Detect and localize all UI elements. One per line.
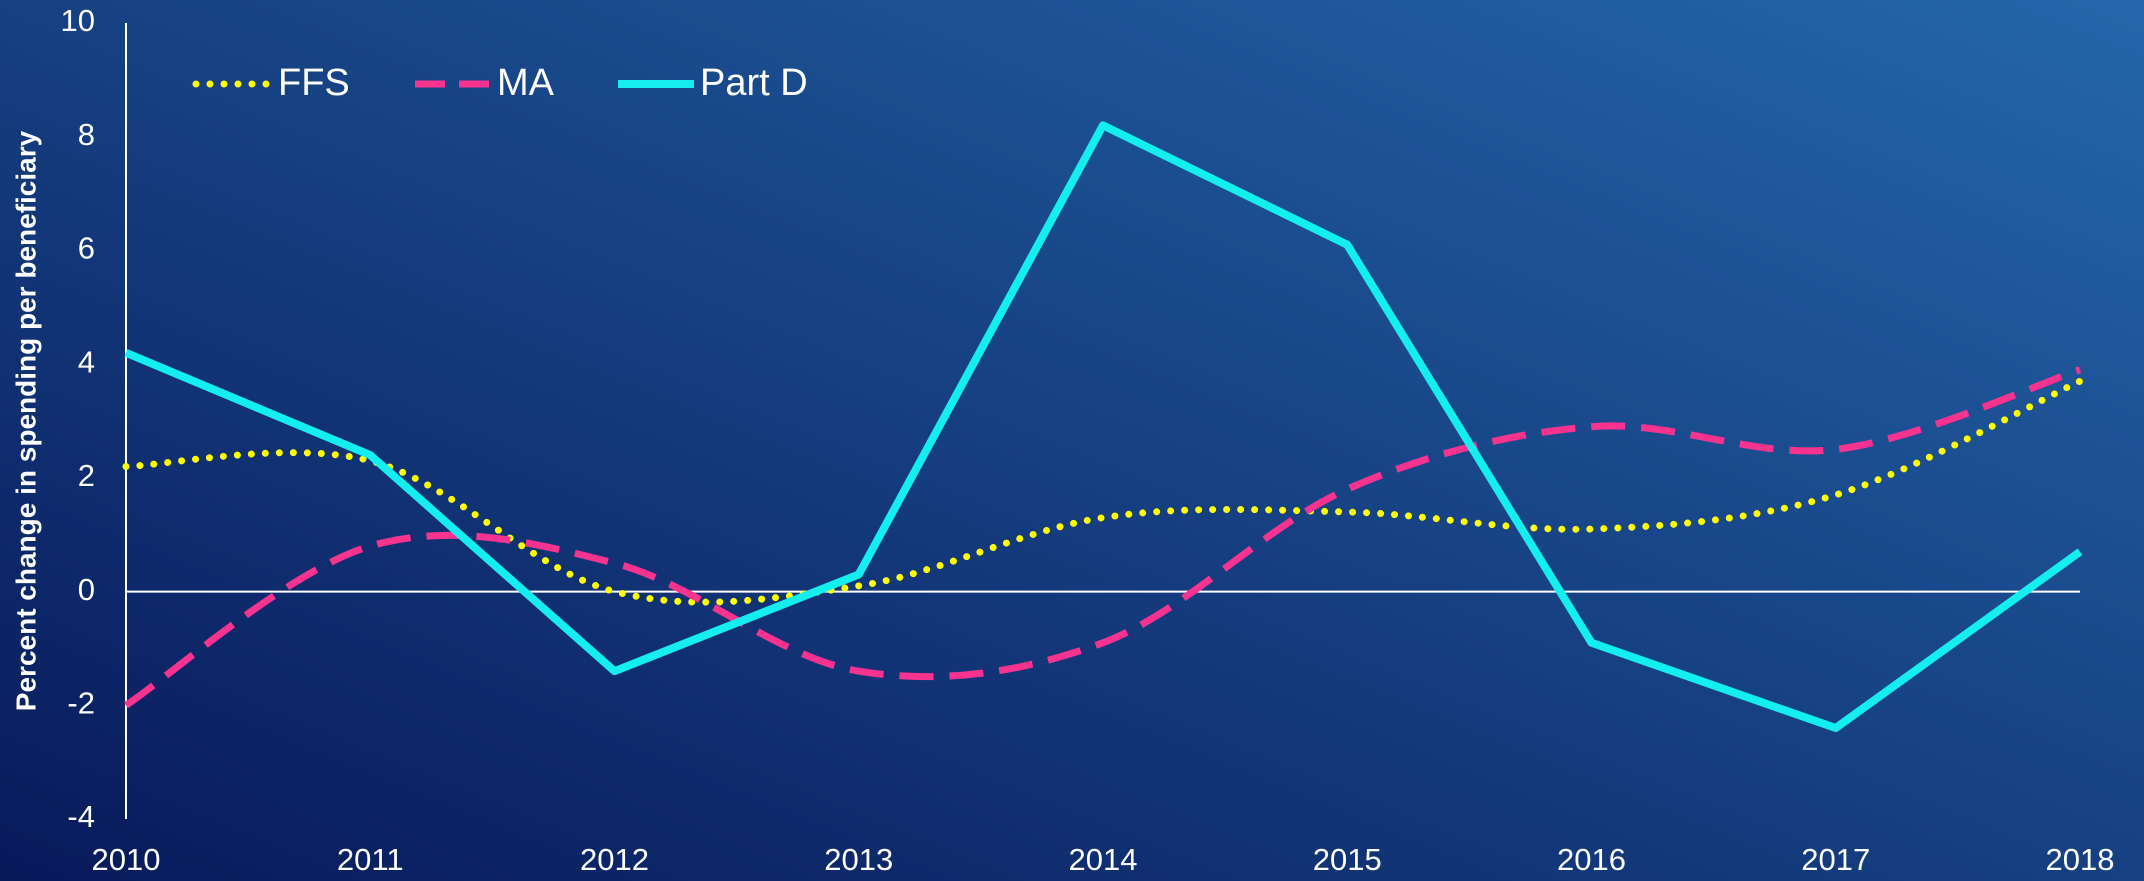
legend-label: MA: [497, 62, 555, 104]
x-tick-label: 2011: [337, 842, 404, 877]
y-tick-label: -4: [67, 799, 95, 834]
x-tick-label: 2018: [2046, 842, 2115, 877]
x-tick-label: 2014: [1069, 842, 1138, 877]
x-tick-label: 2013: [824, 842, 893, 877]
x-tick-label: 2015: [1313, 842, 1382, 877]
series-line: [124, 121, 2083, 733]
y-axis-title: Percent change in spending per beneficia…: [10, 130, 41, 711]
y-tick-label: -2: [67, 685, 95, 720]
legend-label: FFS: [278, 62, 350, 104]
y-tick-label: 2: [78, 458, 95, 493]
x-tick-label: 2016: [1557, 842, 1626, 877]
y-tick-label: 10: [61, 3, 95, 38]
x-tick-label: 2010: [92, 842, 161, 877]
y-tick-label: 8: [78, 117, 95, 152]
series-line: [124, 366, 2082, 709]
y-tick-label: 4: [78, 344, 95, 379]
x-tick-label: 2017: [1801, 842, 1870, 877]
series-line: [122, 377, 2084, 606]
y-tick-label: 6: [78, 231, 95, 266]
y-tick-label: 0: [78, 572, 95, 607]
legend-label: Part D: [700, 62, 808, 104]
x-tick-label: 2012: [580, 842, 649, 877]
